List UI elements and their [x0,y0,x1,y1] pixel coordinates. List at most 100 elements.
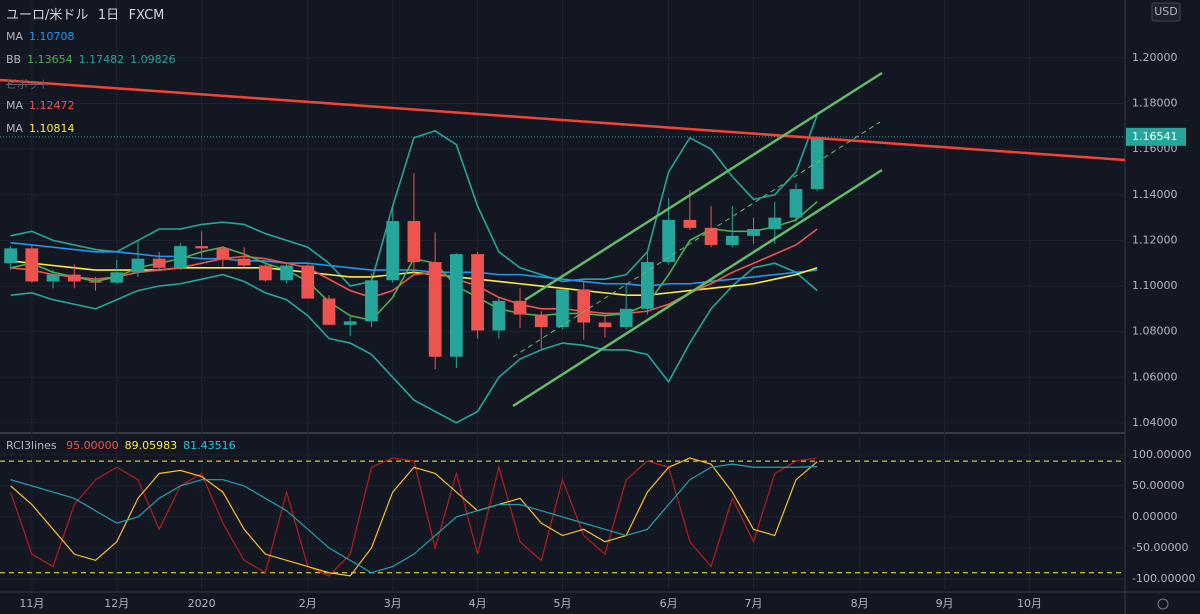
candle-body [768,217,782,230]
candle-body [641,262,654,309]
candle-body [110,272,124,283]
x-tick-label: 4月 [469,597,487,610]
candle-body [4,248,17,264]
candle-body [662,219,675,263]
legend-row: MA 1.12472 [6,99,81,112]
x-tick-label: 12月 [104,597,129,610]
y-tick-label: -50.00000 [1132,541,1188,554]
y-tick-label: -100.00000 [1132,572,1195,585]
legend-row: MA 1.10814 [6,122,81,135]
indicator-line [10,114,818,287]
rci-title: RCI3lines [6,439,57,452]
legend-row: ピボット [6,76,56,92]
candle-body [556,289,569,328]
legend-value: 1.12472 [29,99,75,112]
candle-body [322,298,336,325]
channel-lower [512,168,883,408]
candle-body [46,274,60,282]
rci-legend-value: 89.05983 [124,439,178,452]
legend-value: 1.10708 [29,30,75,43]
candle-body [534,314,548,328]
y-tick-label: 1.20000 [1132,51,1178,64]
x-tick-label: 6月 [660,597,678,610]
legend-name: MA [6,30,24,43]
settings-icon[interactable] [1157,598,1169,610]
x-tick-label: 10月 [1017,597,1042,610]
indicator-line [10,457,818,577]
x-tick-label: 3月 [384,597,402,610]
trend-line [0,78,1126,162]
currency-box[interactable] [1151,2,1181,22]
candle-body [619,308,633,328]
y-tick-label: 1.18000 [1132,97,1178,110]
y-tick-label: 1.12000 [1132,233,1178,246]
candle-body [471,254,484,331]
candle-body [598,322,612,328]
x-tick-label: 9月 [936,597,954,610]
y-tick-label: 0.00000 [1132,510,1178,523]
y-tick-label: 1.10000 [1132,279,1178,292]
candle-body [407,221,421,263]
legend-row: BB 1.13654 1.17482 1.09826 [6,53,182,66]
legend-name: MA [6,99,24,112]
candle-body [258,265,272,281]
x-tick-label: 8月 [851,597,869,610]
source: FXCM [128,8,165,23]
x-tick-label: 11月 [19,597,44,610]
candle-body [683,219,697,228]
candle-body [704,227,718,245]
y-tick-label: 50.00000 [1132,479,1185,492]
last-price-tag [1126,127,1186,146]
y-tick-label: 1.08000 [1132,325,1178,338]
candle-body [174,246,187,268]
y-tick-label: 1.04000 [1132,416,1178,429]
last-price-label: 1.16541 [1132,130,1178,143]
candle-body [343,321,357,325]
candle-body [237,258,251,266]
candle-body [301,265,315,299]
rci-legend: RCI3lines 95.00000 89.05983 81.43516 [6,439,242,452]
candle-body [810,136,824,190]
candle-body [747,229,760,236]
x-tick-label: 2月 [299,597,317,610]
candle-body [492,300,506,331]
candle-body [450,254,463,357]
indicator-line [10,457,818,577]
header: ユーロ/米ドル 1日 FXCM [6,4,170,23]
candle-body [89,281,102,283]
legend-value: 1.13654 [27,53,73,66]
legend-name: MA [6,122,24,135]
candle-body [152,258,166,268]
indicator-line [10,463,818,574]
currency: USD [1154,5,1178,18]
legend-value: 1.17482 [78,53,125,66]
channel-upper [524,71,883,302]
candle-body [577,289,591,323]
x-tick-label: 7月 [745,597,763,610]
candle-body [67,274,81,282]
candle-body [428,262,442,357]
legend-name: ピボット [6,78,50,91]
indicator-line [10,262,818,424]
rci-legend-value: 81.43516 [183,439,236,452]
legend-name: BB [6,53,22,66]
candle-body [725,235,739,245]
candle-body [195,246,209,249]
candle-body [386,221,400,281]
legend-value: 1.10814 [29,122,75,135]
x-tick-label: 5月 [554,597,572,610]
interval: 1日 [97,8,120,23]
x-tick-label: 2020 [188,597,216,610]
rci-legend-value: 95.00000 [66,439,119,452]
legend-row: MA 1.10708 [6,30,81,43]
legend-value: 1.09826 [130,53,176,66]
candle-body [789,189,803,218]
y-tick-label: 100.00000 [1132,448,1192,461]
y-tick-label: 1.14000 [1132,188,1178,201]
y-tick-label: 1.06000 [1132,370,1178,383]
candle-body [25,248,39,282]
candle-body [216,248,230,259]
